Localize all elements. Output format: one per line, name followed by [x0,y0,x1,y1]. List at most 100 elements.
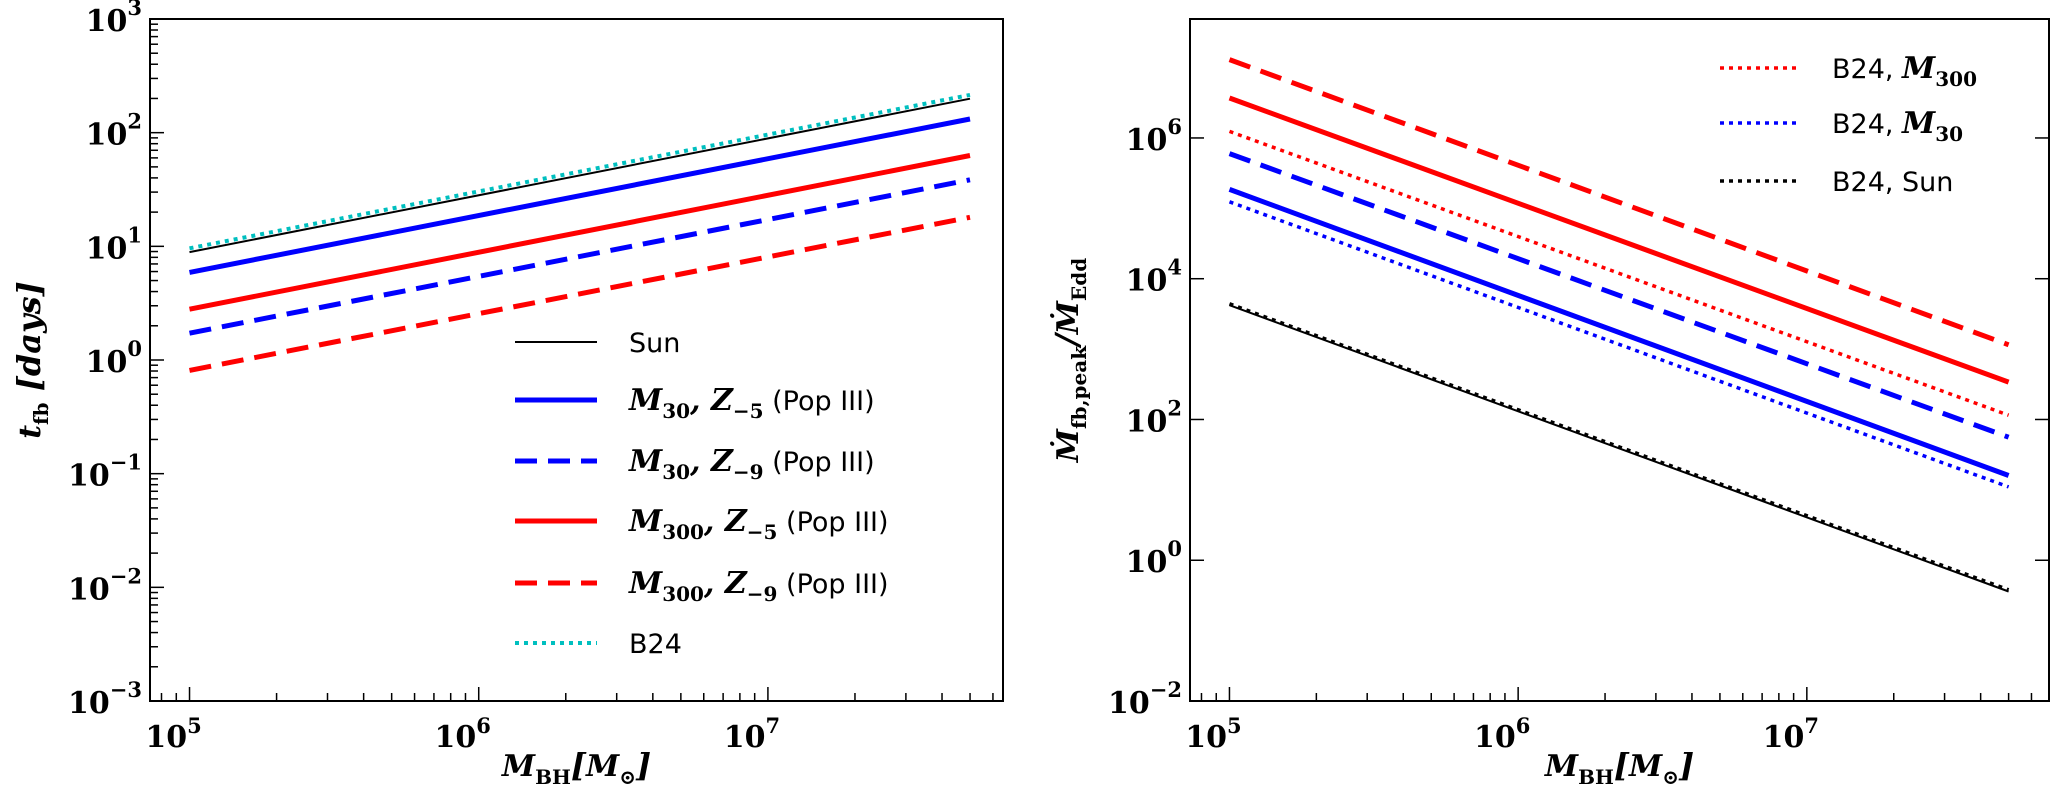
legend-symbol: M [1901,51,1936,86]
legend-label: B24 [629,629,682,660]
series-line-5 [1228,187,2010,478]
label-symbol: t [13,425,48,439]
tick-base: 10 [145,720,187,755]
tick-exponent: 0 [1167,536,1182,561]
x-tick-label: 107 [724,713,780,755]
x-tick-label: 107 [1763,713,1819,755]
label-symbol: Ṁ [1050,428,1086,463]
label-symbol: Ṁ [1050,300,1086,335]
label-subscript: BH [1578,765,1614,789]
y-tick-label: 100 [86,336,142,380]
tick-exponent: 6 [476,713,491,738]
legend-label: B24, M300 [1832,51,1977,91]
tick-base: 10 [1126,123,1168,158]
tick-exponent: −2 [110,563,142,588]
legend-label: Sun [629,328,680,359]
tick-base: 10 [68,686,110,721]
legend-separator: , [689,383,711,418]
y-tick-label: 10−2 [1108,677,1182,721]
legend-suffix: (Pop III) [764,447,875,478]
series-line-5 [189,214,971,373]
tick-exponent: 2 [127,109,142,134]
tick-base: 10 [435,720,477,755]
y-axis-label: tfb [days] [10,281,53,439]
tick-base: 10 [86,231,128,266]
x-tick-label: 105 [145,713,201,755]
series-line-8 [1228,302,2010,592]
tick-base: 10 [1474,720,1516,755]
tick-exponent: 1 [127,222,142,247]
y-axis-label: Ṁfb,peak/ṀEdd [1048,258,1091,463]
axes-frame [1189,18,2050,702]
x-tick-label: 106 [435,713,491,755]
legend-subscript: 30 [662,399,690,423]
series-line-6 [189,92,971,251]
legend-prefix: B24, [1832,109,1902,140]
legend-suffix: (Pop III) [777,507,888,538]
legend-label: M300, Z−5 (Pop III) [628,504,889,544]
tick-exponent: 4 [1167,255,1182,280]
tick-base: 10 [86,4,128,39]
tick-base: 10 [86,345,128,380]
tick-base: 10 [724,720,766,755]
legend-separator: , [689,444,711,479]
legend-subscript: 30 [1935,122,1963,146]
label-subscript: ⊙ [1662,765,1679,789]
tick-base: 10 [1126,404,1168,439]
label-symbol: M [501,749,536,784]
legend-prefix: B24, [1832,54,1902,85]
y-tick-label: 101 [86,222,142,266]
series-line-1 [189,97,971,254]
tick-exponent: −2 [1150,677,1182,702]
legend-suffix: (Pop III) [777,569,888,600]
label-subscript: fb [29,402,53,425]
legend-subscript: −9 [747,582,778,606]
legend-symbol: M [628,566,663,601]
label-subscript: ⊙ [619,765,636,789]
label-bracket: ] [1678,746,1694,784]
label-symbol: M [1628,749,1663,784]
tick-exponent: −1 [110,450,142,475]
legend-symbol: Z [710,383,734,418]
tick-base: 10 [1108,686,1150,721]
legend-separator: , [703,566,725,601]
y-tick-label: 10−3 [68,677,142,721]
tick-base: 10 [68,572,110,607]
y-tick-label: 102 [1126,395,1182,439]
label-subscript: Edd [1067,258,1091,301]
series-line-2 [189,116,971,275]
chart-panel-1: 105 106 10710−310−210−1100101102103MBH[M⊙]… [10,0,1004,789]
label-subscript: BH [535,765,571,789]
label-subscript: fb,peak [1067,345,1091,429]
tick-base: 10 [68,459,110,494]
label-unit: [days] [10,281,48,402]
legend-label: B24, M30 [1832,106,1963,146]
tick-base: 10 [1126,545,1168,580]
legend-label: M30, Z−9 (Pop III) [628,444,875,484]
tick-exponent: 2 [1167,395,1182,420]
x-tick-label: 106 [1474,713,1530,755]
legend-subscript: −5 [733,399,764,423]
legend-symbol: Z [724,504,748,539]
tick-base: 10 [1185,720,1227,755]
tick-exponent: 6 [1167,114,1182,139]
tick-base: 10 [1126,264,1168,299]
legend-symbol: Z [724,566,748,601]
legend-subscript: 300 [1935,67,1977,91]
tick-exponent: 3 [127,0,142,20]
tick-base: 10 [86,118,128,153]
label-symbol: M [585,749,620,784]
legend-text: B24 [629,629,682,660]
label-bracket: [ [1614,746,1630,784]
series-line-6 [1228,200,2010,489]
x-axis-label: MBH[M⊙] [1544,746,1694,789]
legend-label: M30, Z−5 (Pop III) [628,383,875,423]
tick-base: 10 [1763,720,1805,755]
tick-exponent: 5 [187,713,202,738]
tick-exponent: 6 [1516,713,1531,738]
legend-symbol: M [1901,106,1936,141]
tick-exponent: 7 [1804,713,1819,738]
legend-separator: , [703,504,725,539]
tick-exponent: −3 [110,677,142,702]
